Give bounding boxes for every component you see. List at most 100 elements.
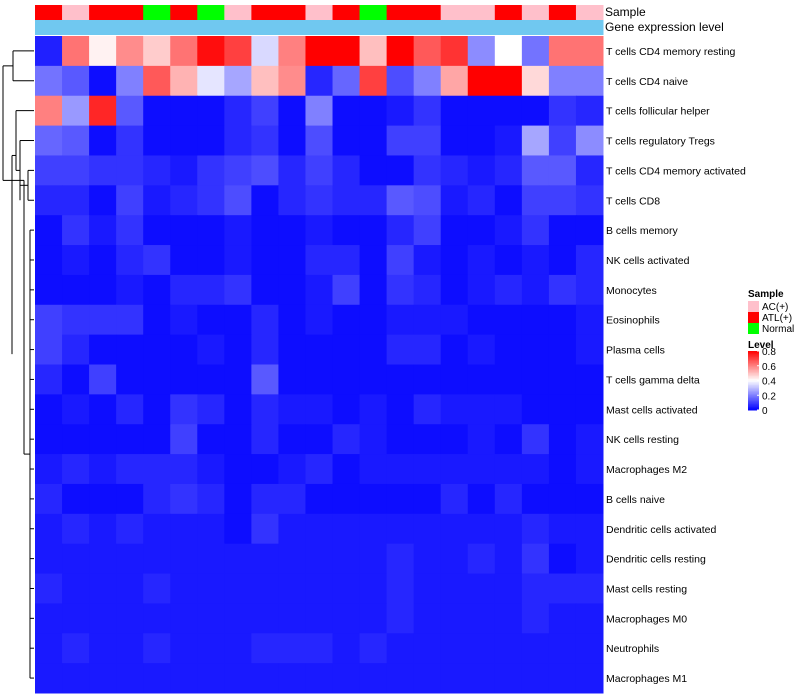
legend-gradient-step (748, 389, 759, 392)
heatmap-cell (305, 543, 334, 575)
legend-sample-swatch (748, 312, 759, 323)
heatmap-cell (62, 603, 90, 634)
heatmap-cell (197, 573, 225, 604)
legend-gradient-step (748, 352, 759, 355)
heatmap-cell (35, 663, 63, 694)
heatmap-cell (548, 633, 577, 664)
heatmap-cell (62, 334, 90, 365)
legend-gradient-step (748, 390, 759, 393)
heatmap-cell (170, 125, 198, 156)
heatmap-cell (35, 304, 63, 336)
heatmap-cell (440, 334, 469, 365)
heatmap-cell (170, 573, 198, 604)
heatmap-cell (359, 663, 388, 694)
heatmap-cell (197, 394, 225, 425)
heatmap-cell (278, 36, 306, 67)
heatmap-cell (575, 185, 604, 216)
row-label: Macrophages M2 (606, 464, 687, 476)
heatmap-cell (548, 513, 577, 545)
heatmap-cell (413, 215, 442, 246)
sample-annotation-cell (359, 5, 388, 20)
heatmap-cell (197, 483, 225, 515)
heatmap-cell (116, 454, 144, 485)
heatmap-cell (35, 394, 63, 425)
heatmap-cell (440, 185, 469, 216)
heatmap-cell (278, 513, 306, 545)
sample-annotation-cell (440, 5, 469, 20)
heatmap-cell (467, 274, 496, 306)
heatmap-cell (62, 364, 90, 395)
heatmap-cell (359, 573, 388, 604)
heatmap-cell (305, 95, 334, 127)
heatmap-cell (224, 603, 252, 634)
heatmap-cell (386, 185, 415, 216)
heatmap-cell (548, 215, 577, 246)
heatmap-cell (62, 185, 90, 216)
sample-annotation-cell (89, 5, 117, 20)
sample-track-label: Sample (605, 5, 646, 19)
heatmap-cell (116, 663, 144, 694)
heatmap-cell (332, 95, 361, 127)
heatmap-cell (413, 274, 442, 306)
heatmap-cell (170, 633, 198, 664)
heatmap-cell (143, 155, 171, 186)
heatmap-cell (197, 185, 225, 216)
heatmap-cell (116, 573, 144, 604)
heatmap-cell (359, 245, 388, 276)
heatmap-cell (116, 603, 144, 634)
heatmap-cell (116, 125, 144, 156)
row-label: T cells CD8 (606, 195, 660, 207)
heatmap-cell (224, 573, 252, 604)
heatmap-cell (143, 424, 171, 455)
legend-gradient-step (748, 356, 759, 359)
legend-sample-swatch (748, 323, 759, 334)
heatmap-cell (359, 543, 388, 575)
sample-annotation-cell (62, 5, 90, 20)
heatmap-cell (143, 36, 171, 67)
legend-gradient-step (748, 386, 759, 389)
legend-sample-swatch (748, 301, 759, 312)
legend-gradient-step (748, 373, 759, 376)
heatmap-cell (521, 245, 550, 276)
heatmap-cell (386, 215, 415, 246)
heatmap-cell (251, 543, 279, 575)
heatmap-cell (35, 125, 63, 156)
heatmap-cell (278, 454, 306, 485)
heatmap-cell (89, 185, 117, 216)
heatmap-cell (170, 274, 198, 306)
heatmap-cell (386, 95, 415, 127)
heatmap-cell (278, 155, 306, 186)
heatmap-cell (359, 125, 388, 156)
heatmap-cell (521, 483, 550, 515)
heatmap-cell (440, 95, 469, 127)
heatmap-cell (521, 454, 550, 485)
heatmap-cell (359, 603, 388, 634)
heatmap-cell (170, 394, 198, 425)
heatmap-cell (89, 513, 117, 545)
heatmap-cell (305, 185, 334, 216)
heatmap-cell (332, 215, 361, 246)
heatmap-cell (35, 334, 63, 365)
heatmap-cell (521, 603, 550, 634)
expression-annotation-cell (170, 20, 198, 35)
heatmap-cell (278, 663, 306, 694)
heatmap-cell (440, 663, 469, 694)
expression-annotation-cell (413, 20, 442, 35)
heatmap-cell (143, 543, 171, 575)
legend-sample-label: ATL(+) (762, 313, 792, 324)
heatmap-cell (413, 543, 442, 575)
heatmap-cell (494, 513, 523, 545)
heatmap-cell (278, 274, 306, 306)
heatmap-cell (467, 185, 496, 216)
heatmap-cell (305, 394, 334, 425)
heatmap-cell (332, 573, 361, 604)
legend-gradient-step (748, 370, 759, 373)
heatmap-cell (332, 364, 361, 395)
row-labels: T cells CD4 memory resting T cells CD4 na… (606, 46, 746, 685)
heatmap-cell (305, 663, 334, 694)
legend-gradient-step (748, 361, 759, 364)
heatmap-cell (224, 394, 252, 425)
heatmap-cell (440, 424, 469, 455)
heatmap-cell (62, 125, 90, 156)
heatmap-cell (143, 304, 171, 336)
